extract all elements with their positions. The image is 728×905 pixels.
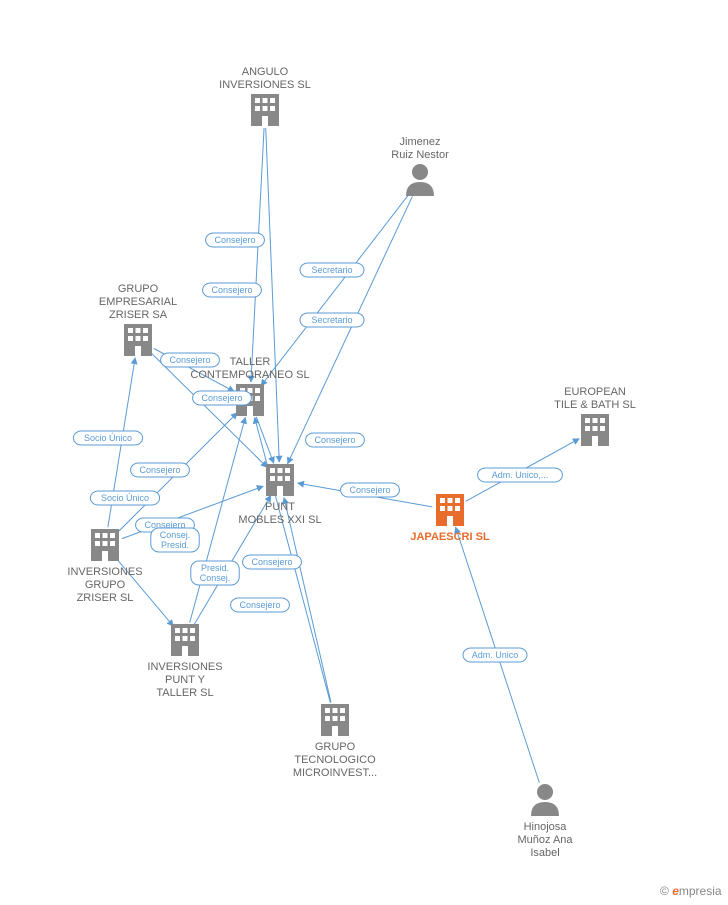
node-label: HinojosaMuñoz AnaIsabel [517, 821, 573, 859]
node-label: PUNTMOBLES XXI SL [238, 501, 321, 526]
edge [261, 194, 409, 386]
edge-label: Adm. Unico [472, 650, 519, 660]
copyright-symbol: © [660, 884, 669, 898]
node-inv_punt[interactable]: INVERSIONESPUNT YTALLER SL [147, 624, 222, 699]
company-icon [171, 624, 199, 656]
edge-label: Consejero [314, 435, 355, 445]
node-label: INVERSIONESGRUPOZRISER SL [67, 566, 142, 604]
company-icon [321, 704, 349, 736]
node-euro_tile[interactable]: EUROPEANTILE & BATH SL [554, 386, 636, 446]
node-label: INVERSIONESPUNT YTALLER SL [147, 661, 222, 699]
edge [251, 128, 264, 382]
company-icon [581, 414, 609, 446]
edge [266, 128, 280, 462]
company-icon [436, 494, 464, 526]
company-icon [266, 464, 294, 496]
edge-label: Consejero [239, 600, 280, 610]
edge-label: Consejero [349, 485, 390, 495]
edge-label: Consejero [211, 285, 252, 295]
edge-label: Consejero [214, 235, 255, 245]
footer: © empresia [660, 884, 722, 898]
edge [288, 196, 413, 463]
node-hinojosa[interactable]: HinojosaMuñoz AnaIsabel [517, 784, 573, 859]
node-label: EUROPEANTILE & BATH SL [554, 386, 636, 411]
node-microinv[interactable]: GRUPOTECNOLOGICOMICROINVEST... [293, 704, 377, 779]
person-icon [406, 164, 434, 196]
brand-rest: mpresia [679, 884, 722, 898]
edge [284, 498, 331, 703]
edge-label: Consejero [251, 557, 292, 567]
node-label: GRUPOTECNOLOGICOMICROINVEST... [293, 741, 377, 779]
edge-label: Adm. Unico,... [492, 470, 549, 480]
edge-label: Consej.Presid. [160, 530, 191, 550]
person-icon [531, 784, 559, 816]
edge-label: Secretario [311, 265, 352, 275]
node-punt[interactable]: PUNTMOBLES XXI SL [238, 464, 321, 526]
edge-label: Socio Único [101, 493, 149, 503]
node-japaescri[interactable]: JAPAESCRI SL [410, 494, 490, 543]
node-label: JAPAESCRI SL [410, 531, 490, 543]
company-icon [91, 529, 119, 561]
edge-label: Consejero [139, 465, 180, 475]
edge-label: Socio Único [84, 433, 132, 443]
node-zriser_sl[interactable]: INVERSIONESGRUPOZRISER SL [67, 529, 142, 604]
edge-label: Presid.Consej. [200, 563, 231, 583]
node-angulo[interactable]: ANGULOINVERSIONES SL [219, 66, 311, 126]
svg-text:© empresia: © empresia [660, 884, 722, 898]
company-icon [251, 94, 279, 126]
company-icon [124, 324, 152, 356]
node-jimenez[interactable]: JimenezRuiz Nestor [391, 136, 449, 196]
network-diagram: ANGULOINVERSIONES SL JimenezRuiz Nestor GR… [0, 0, 728, 905]
node-label: ANGULOINVERSIONES SL [219, 66, 311, 91]
node-label: GRUPOEMPRESARIALZRISER SA [99, 283, 177, 321]
node-zriser_sa[interactable]: GRUPOEMPRESARIALZRISER SA [99, 283, 177, 356]
edge-label: Consejero [169, 355, 210, 365]
edge-label: Consejero [201, 393, 242, 403]
edge [190, 417, 246, 622]
node-label: JimenezRuiz Nestor [391, 136, 449, 161]
edge-label: Secretario [311, 315, 352, 325]
